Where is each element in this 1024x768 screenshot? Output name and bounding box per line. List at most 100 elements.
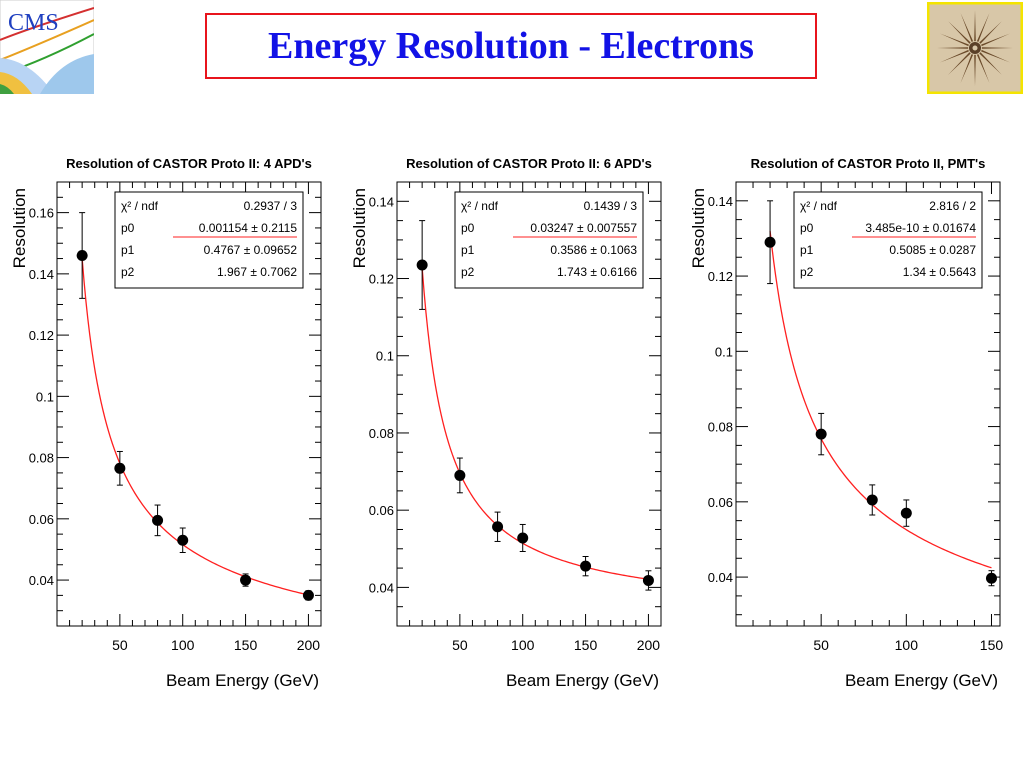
y-tick-label: 0.12 [369, 272, 394, 287]
stats-box [114, 191, 304, 289]
x-tick-label: 200 [637, 637, 661, 653]
sun-ray [976, 54, 990, 84]
chart-pmt: Resolution of CASTOR Proto II, PMT's 50 10… [689, 156, 1004, 690]
stats-value: 1.967 ± 0.7062 [217, 265, 297, 279]
stats-value: 3.485e-10 ± 0.01674 [865, 221, 976, 235]
vergina-sun-icon [926, 1, 1024, 95]
data-point [866, 494, 878, 506]
y-tick-label: 0.06 [708, 495, 733, 510]
data-point [416, 259, 428, 271]
stats-value: 0.03247 ± 0.007557 [530, 221, 637, 235]
slide-title-box: Energy Resolution - Electrons [205, 13, 817, 79]
sun-ray [948, 21, 971, 44]
y-tick-label: 0.12 [29, 328, 54, 343]
data-point [114, 462, 126, 474]
sun-ray [948, 52, 971, 75]
stats-value: 0.5085 ± 0.0287 [889, 243, 976, 257]
x-axis-label: Beam Energy (GeV) [845, 671, 998, 690]
chart-title: Resolution of CASTOR Proto II, PMT's [751, 156, 986, 171]
chart-title: Resolution of CASTOR Proto II: 4 APD's [66, 156, 312, 171]
x-axis-label: Beam Energy (GeV) [506, 671, 659, 690]
y-tick-label: 0.14 [29, 267, 54, 282]
stats-value: 0.2937 / 3 [244, 199, 298, 213]
chart-panel-4apd: Resolution of CASTOR Proto II: 4 APD's 50… [5, 148, 345, 696]
x-tick-label: 100 [171, 637, 195, 653]
x-tick-label: 200 [297, 637, 321, 653]
chart-panel-pmt: Resolution of CASTOR Proto II, PMT's 50 10… [684, 148, 1024, 696]
data-point [764, 236, 776, 248]
y-tick-label: 0.14 [369, 194, 394, 209]
y-axis-label: Resolution [350, 188, 369, 268]
data-point [492, 521, 504, 533]
data-point [900, 507, 912, 519]
slide-title: Energy Resolution - Electrons [268, 25, 754, 67]
y-tick-label: 0.08 [369, 426, 394, 441]
stats-value: 0.3586 ± 0.1063 [550, 243, 637, 257]
chart-6apd: Resolution of CASTOR Proto II: 6 APD's 50… [350, 156, 662, 690]
sun-ray [960, 54, 974, 84]
stats-box [454, 191, 644, 289]
stats-value: 2.816 / 2 [929, 199, 976, 213]
y-tick-label: 0.1 [715, 344, 733, 359]
sun-ray [939, 33, 969, 47]
data-point [454, 469, 466, 481]
x-tick-label: 150 [234, 637, 258, 653]
sun-ray [981, 49, 1011, 63]
fit-curve [769, 230, 992, 569]
sun-ray [981, 33, 1011, 47]
data-point [517, 532, 529, 544]
data-point [580, 560, 592, 572]
y-tick-label: 0.06 [29, 512, 54, 527]
stats-value: 0.001154 ± 0.2115 [199, 221, 298, 235]
sun-ray [979, 21, 1002, 44]
chart-title: Resolution of CASTOR Proto II: 6 APD's [406, 156, 652, 171]
plot-frame [56, 181, 322, 627]
stats-name: p0 [800, 221, 814, 235]
fit-curve [421, 267, 649, 580]
stats-name: p2 [121, 265, 135, 279]
x-axis-label: Beam Energy (GeV) [166, 671, 319, 690]
y-tick-label: 0.04 [369, 580, 394, 595]
data-point [177, 534, 189, 546]
y-tick-label: 0.16 [29, 206, 54, 221]
y-tick-label: 0.04 [708, 570, 733, 585]
sun-ray [976, 12, 990, 42]
y-axis-label: Resolution [10, 188, 29, 268]
data-point [76, 249, 88, 261]
y-tick-label: 0.08 [708, 420, 733, 435]
data-point [302, 589, 314, 601]
sun-ray [979, 52, 1002, 75]
stats-name: p1 [800, 243, 814, 257]
cms-logo-text: CMS [8, 10, 59, 36]
chart-4apd: Resolution of CASTOR Proto II: 4 APD's 50… [10, 156, 322, 690]
stats-name: p1 [121, 243, 135, 257]
stats-value: 1.34 ± 0.5643 [903, 265, 977, 279]
data-point [240, 574, 252, 586]
stats-name: χ² / ndf [461, 199, 499, 213]
x-tick-label: 50 [112, 637, 128, 653]
y-tick-label: 0.12 [708, 269, 733, 284]
stats-name: p0 [121, 221, 135, 235]
plot-frame [396, 181, 662, 627]
stats-name: p2 [800, 265, 814, 279]
stats-name: p1 [461, 243, 475, 257]
stats-name: p0 [461, 221, 475, 235]
y-tick-label: 0.1 [376, 349, 394, 364]
stats-name: p2 [461, 265, 475, 279]
data-point [152, 514, 164, 526]
cms-logo-icon: CMS [0, 0, 95, 95]
sun-ray [974, 54, 976, 86]
x-tick-label: 150 [980, 637, 1004, 653]
stats-name: χ² / ndf [800, 199, 838, 213]
x-tick-label: 100 [511, 637, 535, 653]
data-point [642, 574, 654, 586]
y-axis-label: Resolution [689, 188, 708, 268]
y-tick-label: 0.06 [369, 503, 394, 518]
y-tick-label: 0.08 [29, 451, 54, 466]
stats-value: 0.1439 / 3 [584, 199, 638, 213]
stats-value: 1.743 ± 0.6166 [557, 265, 637, 279]
y-tick-label: 0.1 [36, 389, 54, 404]
stats-name: χ² / ndf [121, 199, 159, 213]
x-tick-label: 50 [452, 637, 468, 653]
plot-frame [735, 181, 1001, 627]
